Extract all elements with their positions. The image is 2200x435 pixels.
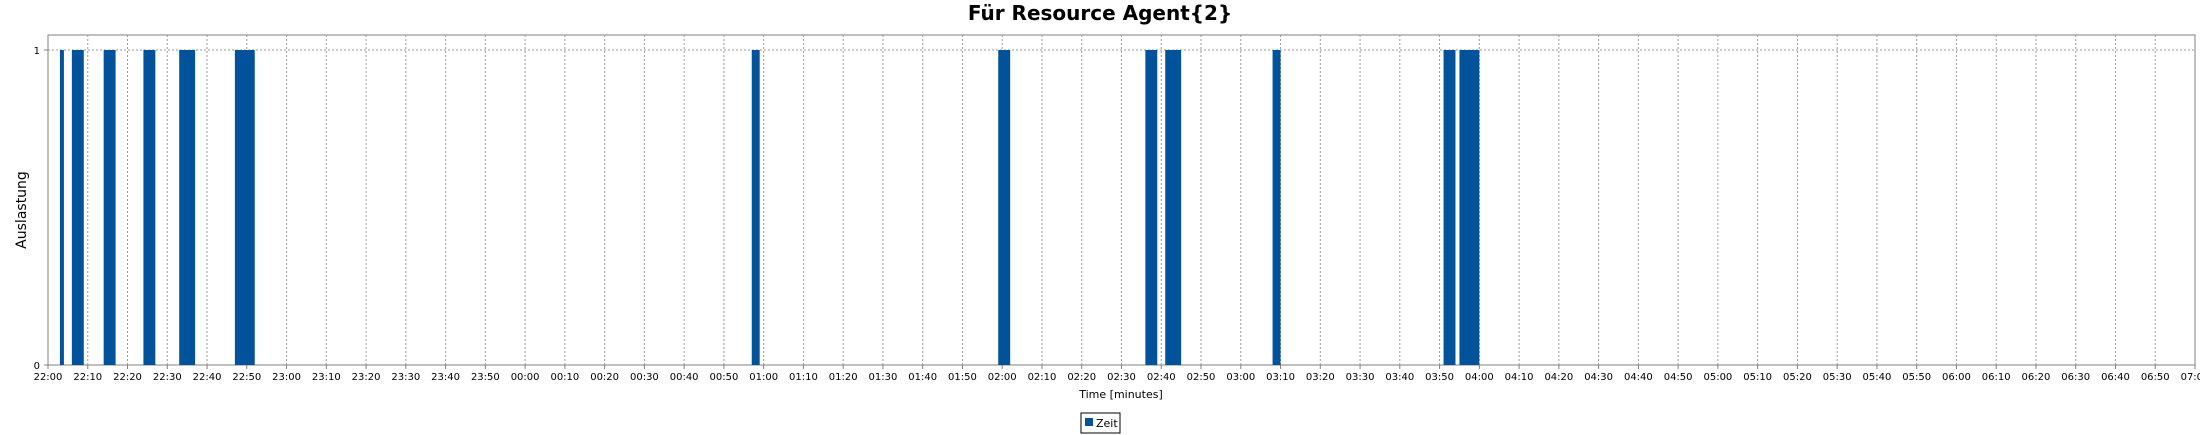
x-tick-label: 00:10 — [550, 372, 579, 383]
x-tick-label: 22:40 — [193, 372, 222, 383]
bar — [143, 50, 156, 365]
x-tick-label: 04:00 — [1465, 372, 1494, 383]
x-tick-label: 22:50 — [232, 372, 261, 383]
x-tick-label: 05:30 — [1823, 372, 1852, 383]
x-tick-label: 01:30 — [869, 372, 898, 383]
x-tick-label: 00:40 — [670, 372, 699, 383]
x-tick-label: 00:00 — [511, 372, 540, 383]
bar — [1165, 50, 1182, 365]
x-tick-label: 07:00 — [2181, 372, 2200, 383]
y-tick-labels: 01 — [34, 46, 48, 372]
x-tick-label: 06:20 — [2022, 372, 2051, 383]
x-tick-label: 05:00 — [1703, 372, 1732, 383]
x-tick-label: 02:40 — [1147, 372, 1176, 383]
x-tick-label: 23:10 — [312, 372, 341, 383]
x-tick-label: 03:10 — [1266, 372, 1295, 383]
x-tick-label: 05:10 — [1743, 372, 1772, 383]
x-tick-label: 03:50 — [1425, 372, 1454, 383]
x-tick-label: 22:30 — [153, 372, 182, 383]
x-tick-label: 00:30 — [630, 372, 659, 383]
x-tick-label: 02:50 — [1187, 372, 1216, 383]
bar — [234, 50, 255, 365]
x-tick-label: 02:00 — [988, 372, 1017, 383]
x-tick-label: 22:20 — [113, 372, 142, 383]
x-axis-label: Time [minutes] — [1078, 388, 1163, 401]
y-tick-label: 1 — [34, 46, 40, 57]
x-tick-label: 06:00 — [1942, 372, 1971, 383]
x-tick-label: 03:40 — [1385, 372, 1414, 383]
legend-swatch — [1085, 418, 1093, 426]
x-tick-label: 23:00 — [272, 372, 301, 383]
bar — [179, 50, 196, 365]
x-tick-label: 05:40 — [1863, 372, 1892, 383]
x-tick-label: 00:50 — [709, 372, 738, 383]
x-tick-label: 04:30 — [1584, 372, 1613, 383]
x-tick-label: 02:30 — [1107, 372, 1136, 383]
chart-title: Für Resource Agent{2} — [968, 1, 1232, 25]
legend-entry-zeit: Zeit — [1096, 417, 1118, 430]
x-tick-label: 22:10 — [73, 372, 102, 383]
bar — [998, 50, 1011, 365]
x-tick-label: 01:50 — [948, 372, 977, 383]
x-tick-label: 03:00 — [1226, 372, 1255, 383]
x-tick-label: 04:20 — [1544, 372, 1573, 383]
x-gridlines — [87, 35, 2156, 365]
x-tick-label: 01:20 — [829, 372, 858, 383]
bars — [59, 50, 1480, 365]
x-tick-label: 05:20 — [1783, 372, 1812, 383]
x-tick-label: 04:50 — [1664, 372, 1693, 383]
bar — [103, 50, 116, 365]
bar — [1443, 50, 1456, 365]
x-tick-label: 03:20 — [1306, 372, 1335, 383]
x-tick-label: 04:40 — [1624, 372, 1653, 383]
x-tick-label: 02:10 — [1028, 372, 1057, 383]
x-tick-label: 06:30 — [2061, 372, 2090, 383]
bar — [1145, 50, 1158, 365]
x-tick-label: 01:40 — [908, 372, 937, 383]
y-tick-label: 0 — [34, 361, 40, 372]
bar — [71, 50, 84, 365]
x-tick-labels: 22:00 22:10 22:20 22:30 22:40 22:50 23:00 23:10… — [34, 365, 2200, 383]
legend: Zeit — [1080, 412, 1121, 434]
x-tick-label: 23:50 — [471, 372, 500, 383]
bar — [1272, 50, 1281, 365]
x-tick-label: 01:00 — [749, 372, 778, 383]
x-tick-label: 23:30 — [391, 372, 420, 383]
x-tick-label: 05:50 — [1902, 372, 1931, 383]
x-tick-label: 06:50 — [2141, 372, 2170, 383]
x-tick-label: 04:10 — [1505, 372, 1534, 383]
x-tick-label: 02:20 — [1067, 372, 1096, 383]
x-tick-label: 23:40 — [431, 372, 460, 383]
y-axis-label: Auslastung — [14, 171, 30, 249]
x-tick-label: 22:00 — [34, 372, 63, 383]
x-tick-label: 23:20 — [352, 372, 381, 383]
x-tick-label: 06:10 — [1982, 372, 2011, 383]
bar — [751, 50, 760, 365]
x-tick-label: 03:30 — [1346, 372, 1375, 383]
x-tick-label: 06:40 — [2101, 372, 2130, 383]
x-tick-label: 00:20 — [590, 372, 619, 383]
x-tick-label: 01:10 — [789, 372, 818, 383]
bar — [59, 50, 64, 365]
bar — [1459, 50, 1480, 365]
